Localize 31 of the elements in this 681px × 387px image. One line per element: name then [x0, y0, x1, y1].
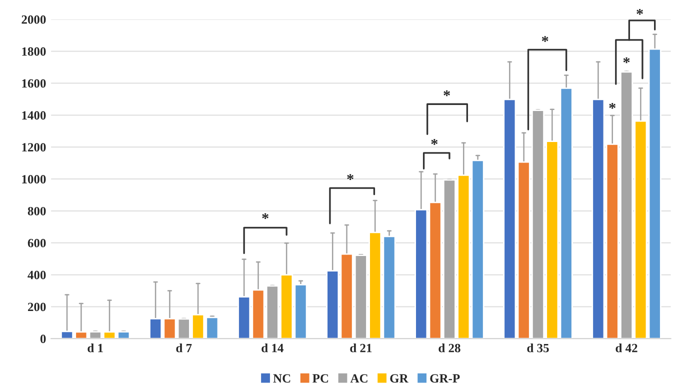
annotation: *: [444, 90, 450, 96]
legend-label: GR: [390, 374, 408, 383]
y-tick-label: 1800: [22, 47, 46, 56]
legend-label: PC: [312, 374, 328, 383]
x-tick-label: d 21: [350, 343, 372, 352]
annotation: *: [609, 102, 616, 109]
x-tick-label: d 14: [262, 343, 284, 352]
y-tick-label: 800: [28, 206, 46, 216]
x-tick-label: d 42: [616, 343, 638, 352]
x-tick-label: d 35: [527, 343, 549, 352]
y-tick-label: 2000: [22, 15, 46, 24]
y-tick-label: 1000: [22, 175, 46, 184]
y-tick-label: 600: [28, 238, 46, 248]
legend-label: NC: [273, 374, 290, 383]
annotation: *: [347, 174, 354, 180]
y-tick-label: 1400: [22, 111, 46, 120]
y-tick-label: 400: [28, 270, 46, 280]
y-tick-label: 1200: [22, 143, 46, 152]
y-tick-label: 1600: [22, 79, 46, 88]
text: *: [636, 8, 643, 15]
x-tick-label: d 28: [438, 343, 460, 352]
x-tick-label: d 7: [176, 343, 192, 352]
annotation: *: [431, 139, 438, 145]
y-tick-label: 0: [40, 334, 46, 344]
x-tick-label: d 1: [88, 343, 103, 352]
y-tick-label: 200: [28, 302, 46, 312]
legend-label: AC: [350, 374, 368, 383]
annotation: *: [542, 36, 548, 42]
legend-label: GR-P: [430, 374, 460, 383]
annotation: *: [262, 213, 268, 220]
annotation: *: [623, 57, 630, 64]
